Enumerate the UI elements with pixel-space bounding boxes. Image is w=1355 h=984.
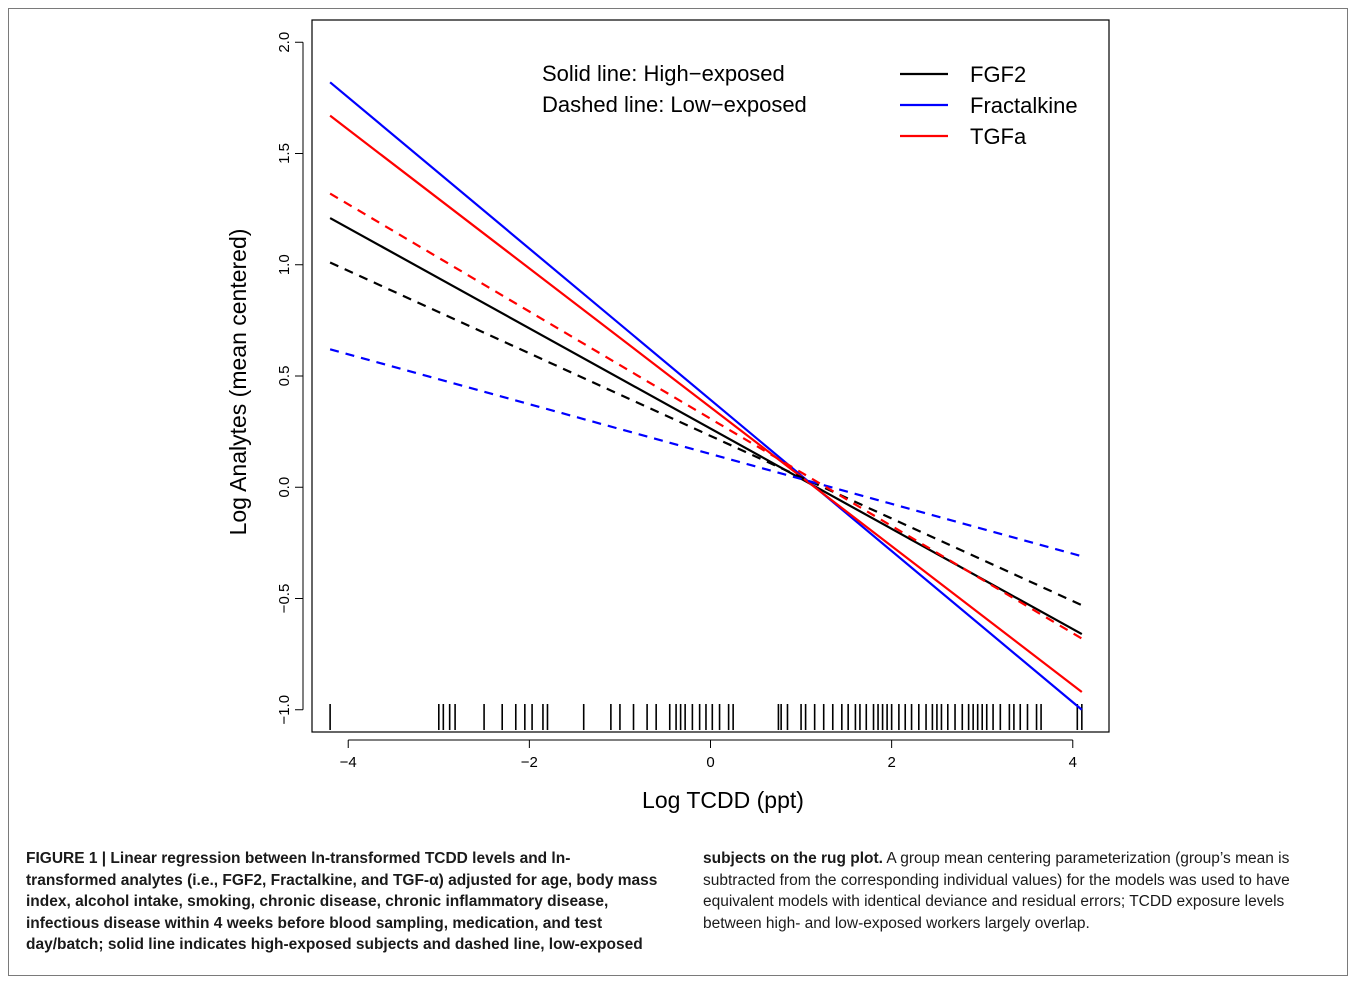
y-tick-label: 2.0	[276, 32, 293, 53]
y-tick-label: 0.0	[276, 477, 293, 498]
series-line-tgfa-solid	[329, 114, 1083, 693]
x-axis-label: Log TCDD (ppt)	[642, 787, 804, 813]
annotation-dashed-line: Dashed line: Low−exposed	[542, 92, 807, 117]
x-tick-label: 2	[887, 754, 895, 771]
x-tick-label: −2	[521, 754, 538, 771]
series-line-tgfa-dashed	[329, 192, 1083, 640]
legend-label: Fractalkine	[970, 93, 1078, 118]
rug-plot	[329, 704, 1083, 730]
y-tick-label: −0.5	[276, 584, 293, 614]
x-tick-label: 4	[1069, 754, 1077, 771]
y-tick-label: 0.5	[276, 366, 293, 387]
series-line-fractalkine-solid	[329, 81, 1083, 711]
caption-text: A group mean centering parameterization …	[703, 850, 1290, 932]
y-tick-label: −1.0	[276, 695, 293, 725]
y-axis-label: Log Analytes (mean centered)	[225, 229, 251, 536]
caption-bold: FIGURE 1 | Linear regression between ln-…	[26, 850, 883, 953]
legend-label: TGFa	[970, 124, 1027, 149]
series-line-fgf2-dashed	[329, 261, 1083, 607]
chart: −4 −2 0 2 4 −1.0 −0.5 0.0 0.5 1.0 1.5 2.0 FGF2 Fract…	[225, 19, 1110, 813]
regression-lines	[329, 81, 1083, 711]
figure-caption: FIGURE 1 | Linear regression between ln-…	[26, 848, 1336, 956]
series-line-fractalkine-dashed	[329, 348, 1083, 558]
plot-area-border	[311, 19, 1110, 733]
x-tick-label: −4	[340, 754, 357, 771]
axes: −4 −2 0 2 4 −1.0 −0.5 0.0 0.5 1.0 1.5 2.0	[276, 32, 1077, 771]
legend-label: FGF2	[970, 62, 1026, 87]
figure-frame	[8, 8, 1348, 976]
annotation-solid-line: Solid line: High−exposed	[542, 61, 785, 86]
x-tick-label: 0	[706, 754, 714, 771]
legend: FGF2 Fractalkine TGFa	[900, 62, 1078, 149]
y-tick-label: 1.0	[276, 254, 293, 275]
y-tick-label: 1.5	[276, 143, 293, 164]
